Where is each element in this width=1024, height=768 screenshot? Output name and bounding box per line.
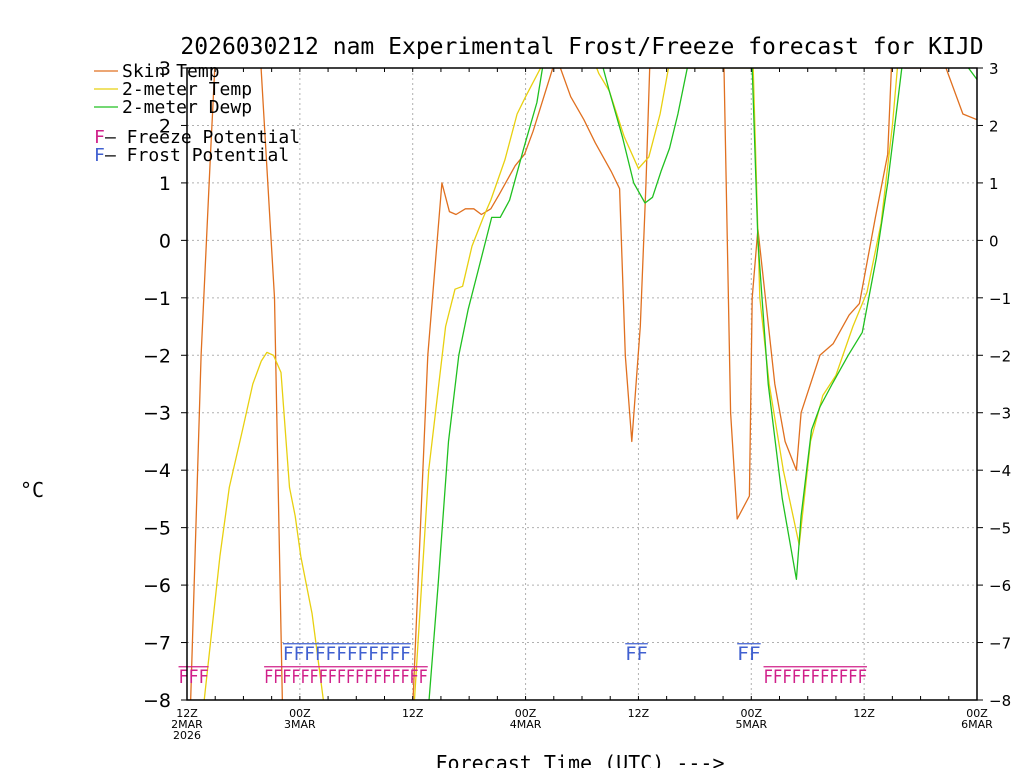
grid-lines (187, 68, 977, 700)
x-tick-label: 00Z (741, 707, 763, 720)
x-tick-label: 00Z (289, 707, 311, 720)
freeze-marker-text: FFFFFFFFFFF (764, 666, 868, 688)
potential-legend-text: – Freeze Potential (105, 127, 300, 148)
x-tick-label: 00Z (515, 707, 537, 720)
legend-label: 2-meter Temp (122, 79, 252, 100)
y-tick-label-left: −2 (143, 345, 171, 367)
potential-legend-text: – Frost Potential (105, 145, 289, 166)
x-tick-label: 00Z (966, 707, 988, 720)
x-tick-label: 2026 (173, 729, 201, 742)
y-tick-label-left: 3 (159, 58, 171, 80)
series-line-2-meter-dewp (428, 68, 977, 700)
chart-title: 2026030212 nam Experimental Frost/Freeze… (180, 34, 983, 60)
axes: 3 3 2 2 1 1 0 0 −1 −1 −2 −2 −3 −3 −4 −4 −5 −5 −6 −6 −7 −7 −8 −8… (143, 58, 1011, 742)
freeze-marker-text: FFFFFFFFFFFFFFFFFF (264, 666, 428, 688)
x-tick-label: 2MAR (171, 718, 203, 731)
potential-legend-mark: F (94, 145, 105, 166)
y-tick-label-right: 1 (989, 175, 999, 193)
frost-marker-text: FFFFFFFFFFFF (283, 643, 411, 665)
y-tick-label-right: 0 (989, 232, 999, 250)
x-tick-label: 6MAR (961, 718, 993, 731)
y-tick-label-left: −1 (143, 288, 171, 310)
frost-marker-text: FF (737, 643, 761, 665)
y-tick-label-right: −5 (989, 520, 1011, 538)
y-axis-label: °C (20, 478, 44, 502)
x-axis-label: Forecast Time (UTC) ---> (436, 751, 725, 768)
x-tick-label: 12Z (176, 707, 198, 720)
plot-frame (186, 67, 978, 701)
x-tick-label: 12Z (402, 707, 424, 720)
series-line-2-meter-temp (203, 68, 899, 700)
y-tick-label-left: −8 (143, 690, 171, 712)
y-tick-label-right: 2 (989, 117, 999, 135)
y-tick-label-left: 0 (159, 230, 171, 252)
y-tick-label-right: −2 (989, 347, 1011, 365)
potential-markers: FFF FFFFFFFFFFFFFFFFFF FFFFFFFFFFFFFFFFFFF… (178, 643, 868, 688)
y-tick-label-right: −3 (989, 405, 1011, 423)
y-tick-label-right: −8 (989, 692, 1011, 710)
potential-legend-mark: F (94, 127, 105, 148)
y-tick-label-left: −6 (143, 575, 171, 597)
x-tick-label: 4MAR (510, 718, 542, 731)
y-tick-label-left: −4 (143, 460, 171, 482)
y-tick-label-left: −3 (143, 403, 171, 425)
y-tick-label-left: 2 (159, 115, 171, 137)
freeze-marker-text: FFF (179, 666, 209, 688)
y-tick-label-right: −7 (989, 635, 1011, 653)
x-tick-label: 12Z (628, 707, 650, 720)
x-tick-label: 5MAR (735, 718, 767, 731)
y-tick-label-right: −1 (989, 290, 1011, 308)
y-tick-label-left: −5 (143, 518, 171, 540)
x-tick-label: 12Z (853, 707, 875, 720)
y-tick-label-right: −4 (989, 462, 1011, 480)
y-tick-label-right: −6 (989, 577, 1011, 595)
y-tick-label-left: −7 (143, 633, 171, 655)
series-line-skin-temp (190, 68, 977, 700)
x-tick-label: 3MAR (284, 718, 316, 731)
series-layer (190, 68, 977, 700)
y-tick-label-left: 1 (159, 173, 171, 195)
frost-marker-text: FF (625, 643, 648, 665)
y-tick-label-right: 3 (989, 60, 999, 78)
legend-label: Skin Temp (122, 61, 220, 82)
legend-label: 2-meter Dewp (122, 97, 252, 118)
